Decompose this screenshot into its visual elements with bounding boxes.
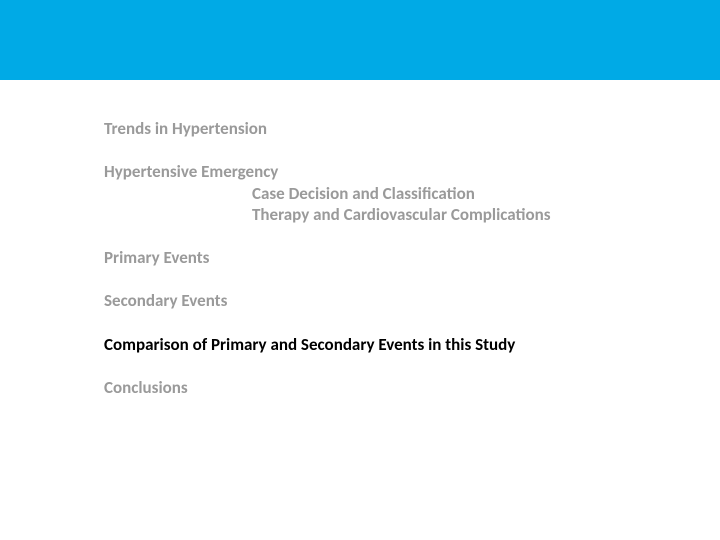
header-bar (0, 0, 720, 80)
outline-item-secondary: Secondary Events (104, 290, 720, 311)
outline-item-emergency: Hypertensive Emergency (104, 161, 720, 182)
outline-item-comparison: Comparison of Primary and Secondary Even… (104, 334, 720, 355)
outline-sub-therapy: Therapy and Cardiovascular Complications (104, 204, 720, 225)
outline-item-primary: Primary Events (104, 247, 720, 268)
outline-content: Trends in Hypertension Hypertensive Emer… (0, 80, 720, 398)
outline-item-conclusions: Conclusions (104, 377, 720, 398)
outline-group-emergency: Hypertensive Emergency Case Decision and… (104, 161, 720, 225)
outline-sublist-emergency: Case Decision and Classification Therapy… (104, 183, 720, 226)
outline-sub-case-decision: Case Decision and Classification (104, 183, 720, 204)
outline-item-trends: Trends in Hypertension (104, 118, 720, 139)
